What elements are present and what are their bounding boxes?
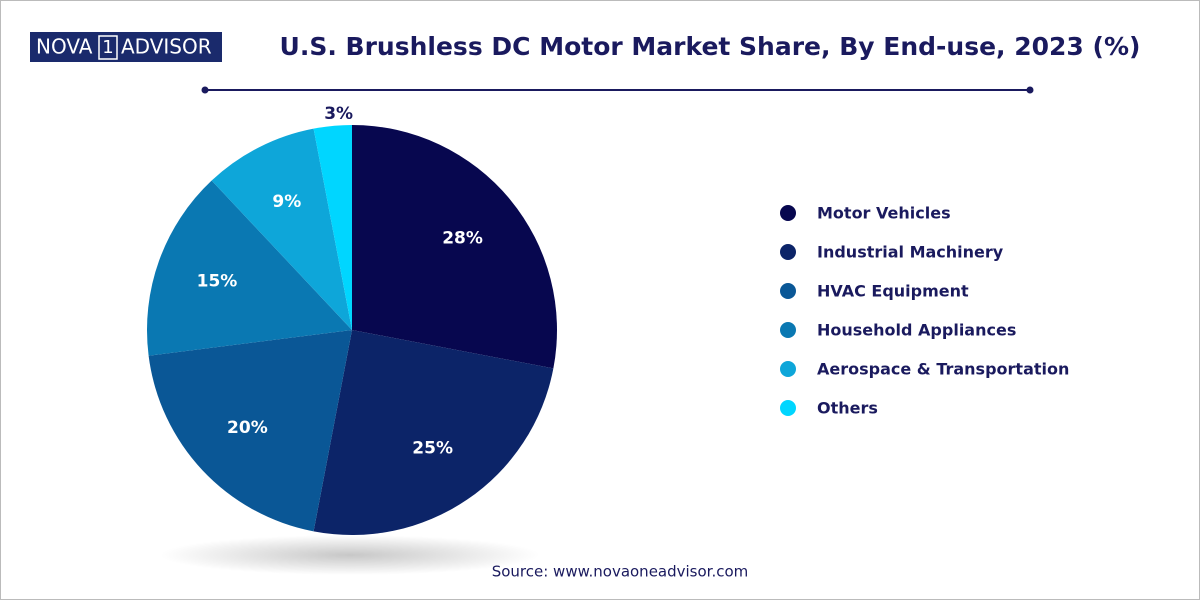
legend-label: Industrial Machinery [817, 243, 1004, 262]
chart-title: U.S. Brushless DC Motor Market Share, By… [280, 32, 1141, 61]
pie-slice [313, 330, 554, 535]
logo: NOVA 1 ADVISOR [30, 32, 222, 62]
legend-label: Others [817, 399, 878, 418]
pie-slice [211, 128, 352, 330]
value-label: 15% [197, 271, 238, 291]
pie-slice [148, 330, 352, 532]
pie-slice [147, 180, 352, 356]
rule-dot [1026, 86, 1034, 94]
legend-marker [780, 205, 796, 221]
legend-label: Aerospace & Transportation [817, 360, 1069, 379]
legend-label: HVAC Equipment [817, 282, 969, 301]
legend-marker [780, 400, 796, 416]
legend-marker [780, 322, 796, 338]
pie-slice [352, 125, 557, 369]
legend-marker [780, 244, 796, 260]
pie-shadow [160, 535, 540, 575]
logo-left: NOVA [36, 35, 93, 59]
rule-dot [201, 86, 209, 94]
value-label: 3% [324, 104, 353, 124]
logo-mark: 1 [102, 37, 113, 58]
value-label: 25% [412, 439, 453, 459]
source: Source: www.novaoneadvisor.com [492, 563, 749, 581]
value-label: 9% [272, 192, 301, 212]
legend-marker [780, 361, 796, 377]
value-label: 20% [227, 418, 268, 438]
pie-slice [313, 125, 352, 330]
legend-marker [780, 283, 796, 299]
logo-mark-box [98, 35, 118, 60]
legend-label: Household Appliances [817, 321, 1016, 340]
legend-label: Motor Vehicles [817, 204, 951, 223]
logo-right: ADVISOR [121, 35, 212, 59]
logo-box [30, 32, 222, 62]
value-label: 28% [442, 229, 483, 249]
